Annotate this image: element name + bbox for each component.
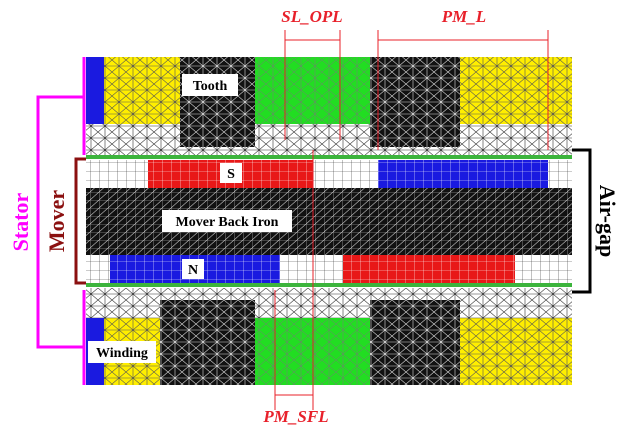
diagram: Tooth S Mover Back Iron N Winding SL_OPL… [0, 0, 624, 432]
slot-opening-label: SL_OPL [281, 7, 342, 26]
pm-length-label: PM_L [441, 7, 486, 26]
tooth-label: Tooth [193, 79, 228, 94]
mover [86, 160, 572, 283]
air-gap-label: Air-gap [595, 185, 620, 258]
air-gap-line [86, 155, 572, 159]
bottom-stator [86, 288, 572, 385]
top-stator [86, 57, 572, 157]
mover-bracket [76, 159, 86, 283]
pm-north-label: N [188, 263, 198, 278]
pm-shift-label: PM_SFL [262, 407, 328, 426]
stator-label: Stator [8, 192, 33, 251]
winding-label: Winding [96, 346, 148, 361]
air-gap-bracket [572, 150, 590, 292]
air-gap-line [86, 283, 572, 287]
back-iron-label: Mover Back Iron [176, 215, 279, 230]
mover-label: Mover [44, 190, 69, 253]
pm-south-label: S [227, 167, 235, 182]
